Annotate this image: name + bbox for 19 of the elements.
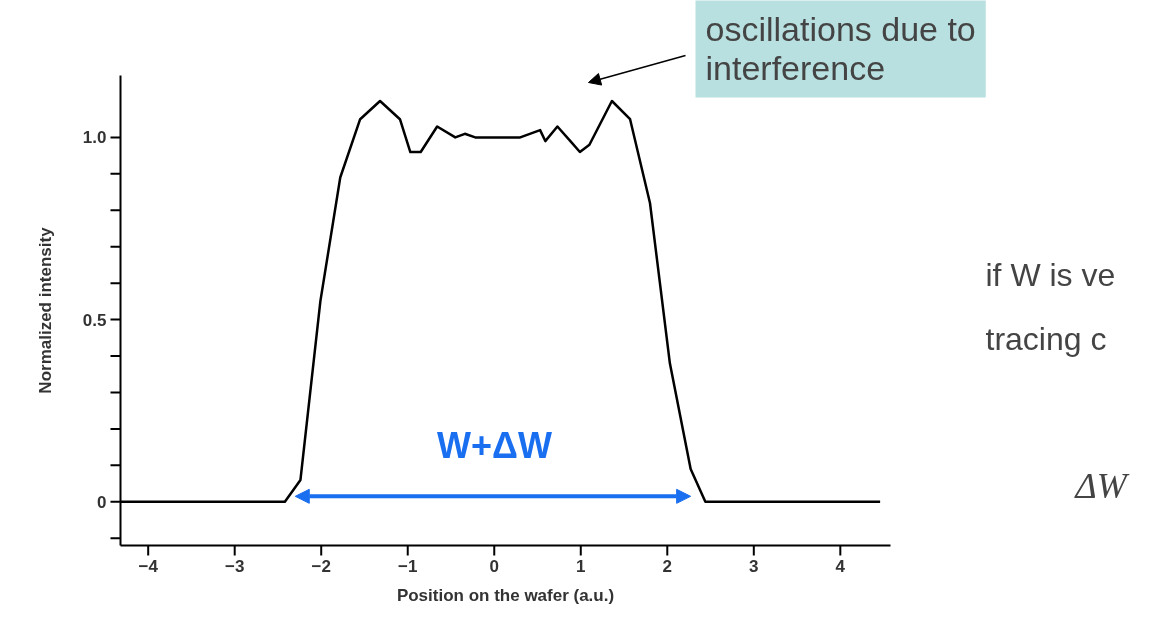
y-axis-title: Normalized intensity (36, 226, 55, 394)
x-tick-label: −1 (398, 556, 418, 576)
text: if W is ve (985, 256, 1116, 293)
text: ΔW (1073, 465, 1130, 506)
x-tick-label: −4 (138, 556, 159, 576)
annotation: oscillations due to interference (705, 9, 976, 88)
x-tick-label: −2 (311, 556, 331, 576)
x-tick-label: −3 (225, 556, 245, 576)
x-tick-label: 3 (749, 556, 759, 576)
y-tick-label: 0 (97, 492, 107, 512)
x-tick-label: 4 (835, 556, 846, 576)
y-tick-label: 1.0 (82, 128, 107, 148)
text: tracing c (985, 320, 1107, 357)
x-tick-label: 1 (576, 556, 586, 576)
y-tick-label: 0.5 (82, 310, 107, 330)
x-tick-label: 2 (662, 556, 673, 576)
annotation: W+ΔW (437, 424, 552, 466)
x-axis-title: Position on the wafer (a.u.) (396, 585, 615, 605)
x-tick-label: 0 (489, 556, 499, 576)
